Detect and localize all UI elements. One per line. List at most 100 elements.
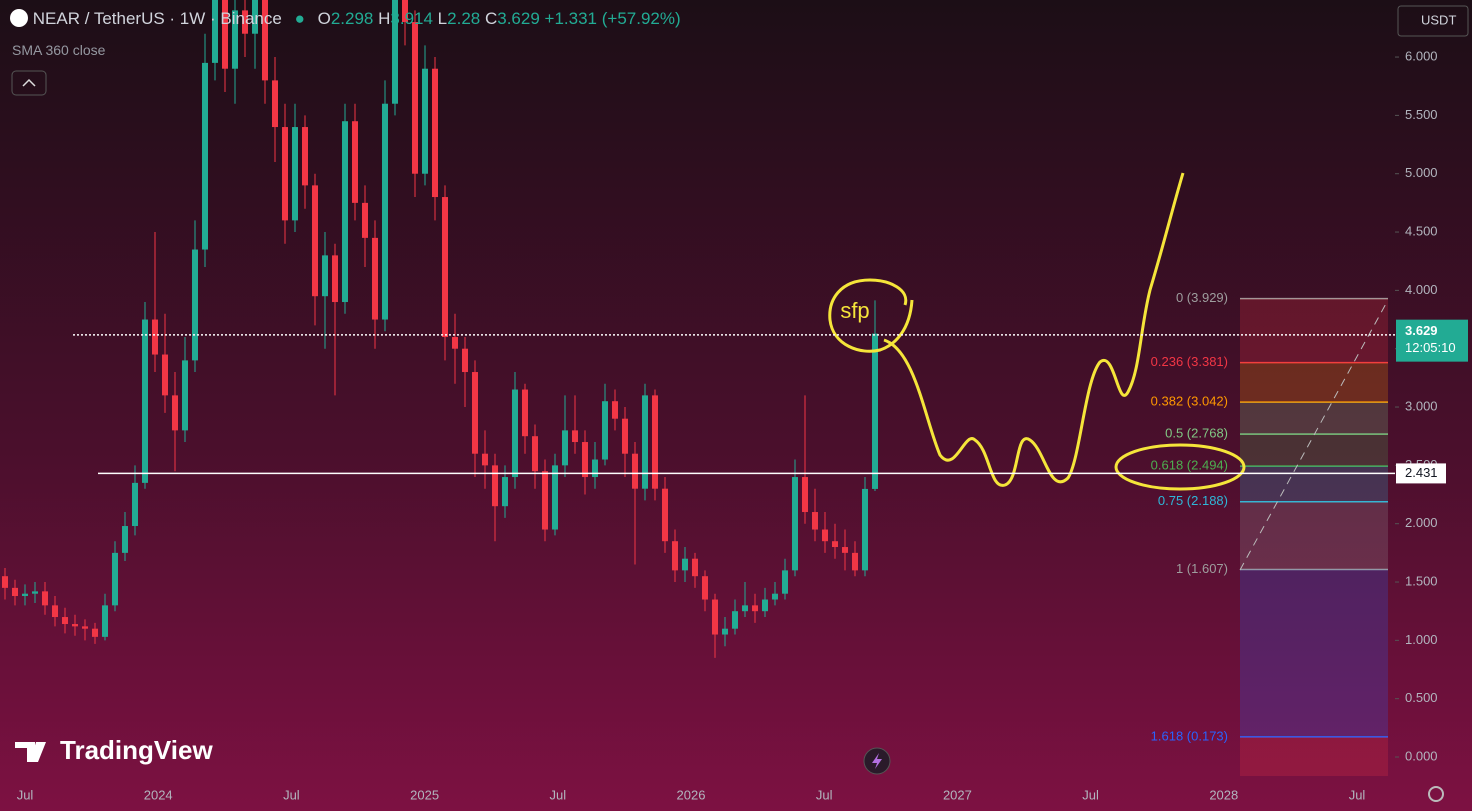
x-tick-label: Jul (283, 787, 300, 802)
fib-label: 0.236 (3.381) (1151, 354, 1228, 369)
y-tick-label: 4.500 (1405, 223, 1438, 238)
candle-body (672, 541, 678, 571)
candles (2, 0, 878, 658)
candle-body (492, 465, 498, 507)
chevron (22, 78, 36, 87)
bolt (872, 753, 882, 769)
candle-body (462, 348, 468, 373)
candle-body (352, 121, 358, 203)
fib-area: 0 (3.929) 0.236 (3.381) 0.382 (3.042) 0.5 (… (1151, 290, 1388, 776)
fib-band (1240, 298, 1388, 363)
candle-body (572, 430, 578, 443)
settings[interactable] (1428, 786, 1444, 802)
candle-body (242, 10, 248, 34)
fib-band (1240, 569, 1388, 737)
candle-body (142, 319, 148, 483)
candle-body (212, 0, 218, 63)
candle-body (222, 0, 228, 69)
candle-body (592, 459, 598, 478)
candle-body (862, 488, 868, 571)
drawing (883, 172, 1185, 487)
x-tick-label: Jul (17, 787, 34, 802)
currency[interactable]: USDT (1421, 12, 1456, 27)
candle-body (52, 605, 58, 618)
candle-body (202, 62, 208, 250)
fib-label: 0.618 (2.494) (1151, 458, 1228, 473)
candle-body (322, 255, 328, 297)
candle-body (82, 626, 88, 629)
x-tick-label: Jul (1349, 787, 1366, 802)
candle-body (752, 605, 758, 612)
last-price-box (1396, 319, 1468, 362)
axes: 0.0000.5001.0001.5002.0002.5003.0003.500… (17, 48, 1468, 802)
candle-body (482, 453, 488, 466)
fib-label: 1 (1.607) (1176, 561, 1228, 576)
legend: NEAR / TetherUS · 1W · Binance ● O2.298 … (10, 9, 681, 29)
candle-body (332, 255, 338, 303)
brand: TradingView (60, 735, 213, 765)
fib-label: 0.75 (2.188) (1158, 493, 1228, 508)
y-tick-label: 1.000 (1405, 632, 1438, 647)
y-tick-label: 2.000 (1405, 515, 1438, 530)
indicator[interactable]: SMA 360 close (12, 42, 106, 58)
x-tick-label: Jul (816, 787, 833, 802)
candle-body (32, 591, 38, 594)
candle-body (432, 68, 438, 198)
candle-body (132, 482, 138, 527)
candle-body (172, 395, 178, 431)
x-tick-label: Jul (549, 787, 566, 802)
candle-body (272, 80, 278, 128)
fib-band (1240, 736, 1388, 776)
candle-body (502, 477, 508, 507)
annotation: sfp (840, 298, 869, 323)
candle-body (742, 605, 748, 612)
x-tick-label: 2025 (410, 787, 439, 802)
candle-body (372, 237, 378, 320)
candle-body (802, 477, 808, 513)
y-tick-label: 0.500 (1405, 690, 1438, 705)
candle-body (652, 395, 658, 489)
candle-body (552, 465, 558, 530)
status-dot: ● (294, 9, 305, 28)
l: L (437, 9, 448, 28)
candle-body (852, 552, 858, 571)
candle-body (522, 389, 528, 437)
candle-body (582, 442, 588, 478)
candle-body (302, 127, 308, 186)
candle-body (182, 360, 188, 431)
candle-body (252, 0, 258, 34)
fib-band (1240, 501, 1388, 570)
candle-body (152, 319, 158, 355)
y-tick-label: 4.000 (1405, 282, 1438, 297)
candle-body (292, 127, 298, 221)
candle-body (722, 628, 728, 635)
candle-body (112, 552, 118, 606)
x-tick-label: 2026 (677, 787, 706, 802)
candle-body (92, 628, 98, 637)
candle-body (562, 430, 568, 466)
candle-body (842, 547, 848, 553)
candle-body (102, 605, 108, 637)
candle-body (162, 354, 168, 396)
change: +1.331 (+57.92%) (544, 9, 681, 28)
price-label-box (1396, 463, 1446, 484)
symbol[interactable]: NEAR / TetherUS · 1W · Binance (32, 9, 282, 28)
fib-band (1240, 402, 1388, 435)
candle-body (682, 558, 688, 571)
candle-body (532, 436, 538, 472)
collapse-button[interactable] (11, 70, 47, 96)
candle-body (12, 587, 18, 597)
fib-band (1240, 466, 1388, 502)
candle-body (382, 103, 388, 320)
drawing-oval (1114, 443, 1246, 491)
countdown: 12:05:10 (1405, 340, 1456, 355)
currency-box[interactable] (1397, 5, 1469, 37)
candle-body (442, 197, 448, 338)
low: 2.28 (447, 9, 481, 28)
candle-body (342, 121, 348, 303)
candle-body (412, 22, 418, 174)
symbol-icon (10, 9, 28, 27)
candle-body (612, 401, 618, 419)
candle-body (602, 401, 608, 460)
candle-body (642, 395, 648, 489)
